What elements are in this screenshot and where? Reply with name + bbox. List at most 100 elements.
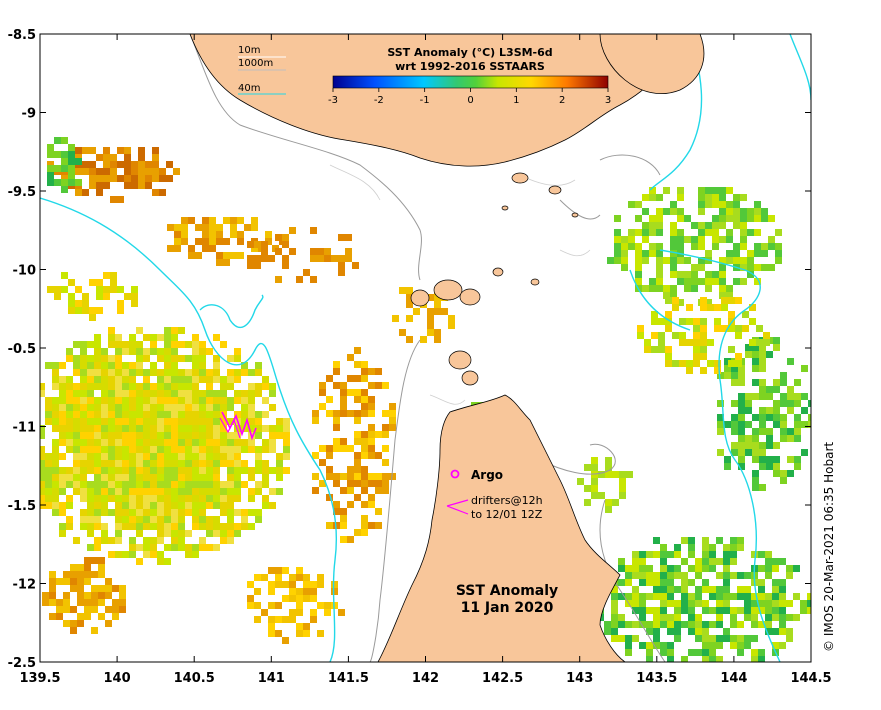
- sst-pixel: [794, 428, 801, 435]
- sst-pixel: [213, 425, 220, 432]
- sst-pixel: [227, 516, 234, 523]
- sst-pixel: [735, 325, 742, 332]
- sst-pixel: [723, 579, 730, 586]
- sst-pixel: [625, 565, 632, 572]
- sst-pixel: [656, 222, 663, 229]
- sst-pixel: [220, 383, 227, 390]
- sst-pixel: [178, 460, 185, 467]
- sst-pixel: [772, 586, 779, 593]
- sst-pixel: [178, 369, 185, 376]
- sst-pixel: [143, 523, 150, 530]
- sst-pixel: [59, 481, 66, 488]
- sst-pixel: [702, 607, 709, 614]
- sst-pixel: [765, 600, 772, 607]
- sst-pixel: [333, 382, 340, 389]
- sst-pixel: [131, 161, 138, 168]
- sst-pixel: [688, 579, 695, 586]
- sst-pixel: [714, 325, 721, 332]
- sst-pixel: [361, 361, 368, 368]
- sst-pixel: [275, 567, 282, 574]
- sst-pixel: [110, 272, 117, 279]
- sst-pixel: [688, 593, 695, 600]
- sst-pixel: [361, 501, 368, 508]
- sst-pixel: [709, 551, 716, 558]
- sst-pixel: [115, 516, 122, 523]
- sst-pixel: [361, 396, 368, 403]
- sst-pixel: [143, 397, 150, 404]
- sst-pixel: [70, 606, 77, 613]
- sst-pixel: [171, 467, 178, 474]
- sst-pixel: [733, 208, 740, 215]
- sst-pixel: [276, 474, 283, 481]
- sst-pixel: [206, 453, 213, 460]
- sst-pixel: [399, 287, 406, 294]
- sst-pixel: [254, 574, 261, 581]
- sst-pixel: [101, 481, 108, 488]
- sst-pixel: [136, 544, 143, 551]
- sst-pixel: [87, 362, 94, 369]
- sst-pixel: [157, 418, 164, 425]
- sst-pixel: [269, 467, 276, 474]
- sst-pixel: [719, 215, 726, 222]
- sst-pixel: [625, 579, 632, 586]
- sst-pixel: [89, 182, 96, 189]
- sst-pixel: [361, 368, 368, 375]
- sst-pixel: [779, 628, 786, 635]
- sst-pixel: [122, 453, 129, 460]
- sst-pixel: [171, 537, 178, 544]
- sst-pixel: [150, 453, 157, 460]
- sst-pixel: [54, 293, 61, 300]
- sst-pixel: [31, 453, 38, 460]
- sst-pixel: [108, 474, 115, 481]
- sst-pixel: [66, 376, 73, 383]
- sst-pixel: [157, 453, 164, 460]
- sst-pixel: [382, 459, 389, 466]
- sst-pixel: [254, 616, 261, 623]
- sst-pixel: [195, 252, 202, 259]
- sst-pixel: [773, 337, 780, 344]
- sst-pixel: [686, 367, 693, 374]
- sst-pixel: [448, 315, 455, 322]
- sst-pixel: [220, 460, 227, 467]
- sst-pixel: [653, 621, 660, 628]
- sst-pixel: [108, 509, 115, 516]
- sst-pixel: [213, 474, 220, 481]
- sst-pixel: [220, 341, 227, 348]
- sst-pixel: [80, 355, 87, 362]
- sst-pixel: [87, 544, 94, 551]
- sst-pixel: [174, 238, 181, 245]
- sst-pixel: [75, 147, 82, 154]
- sst-pixel: [779, 558, 786, 565]
- sst-pixel: [649, 187, 656, 194]
- sst-pixel: [171, 495, 178, 502]
- sst-pixel: [765, 593, 772, 600]
- sst-pixel: [171, 502, 178, 509]
- sst-pixel: [181, 224, 188, 231]
- sst-pixel: [619, 471, 626, 478]
- sst-pixel: [192, 453, 199, 460]
- sst-pixel: [66, 425, 73, 432]
- sst-pixel: [733, 215, 740, 222]
- sst-pixel: [80, 418, 87, 425]
- sst-pixel: [192, 348, 199, 355]
- sst-pixel: [639, 579, 646, 586]
- sst-pixel: [773, 470, 780, 477]
- sst-pixel: [199, 488, 206, 495]
- sst-pixel: [98, 571, 105, 578]
- sst-pixel: [801, 421, 808, 428]
- sst-pixel: [206, 432, 213, 439]
- sst-pixel: [52, 411, 59, 418]
- sst-pixel: [223, 238, 230, 245]
- sst-pixel: [691, 278, 698, 285]
- sst-pixel: [94, 369, 101, 376]
- sst-pixel: [164, 544, 171, 551]
- sst-pixel: [47, 161, 54, 168]
- sst-pixel: [406, 294, 413, 301]
- sst-pixel: [136, 523, 143, 530]
- sst-pixel: [56, 606, 63, 613]
- sst-pixel: [752, 442, 759, 449]
- sst-pixel: [731, 414, 738, 421]
- sst-pixel: [282, 241, 289, 248]
- sst-pixel: [227, 509, 234, 516]
- sst-pixel: [56, 599, 63, 606]
